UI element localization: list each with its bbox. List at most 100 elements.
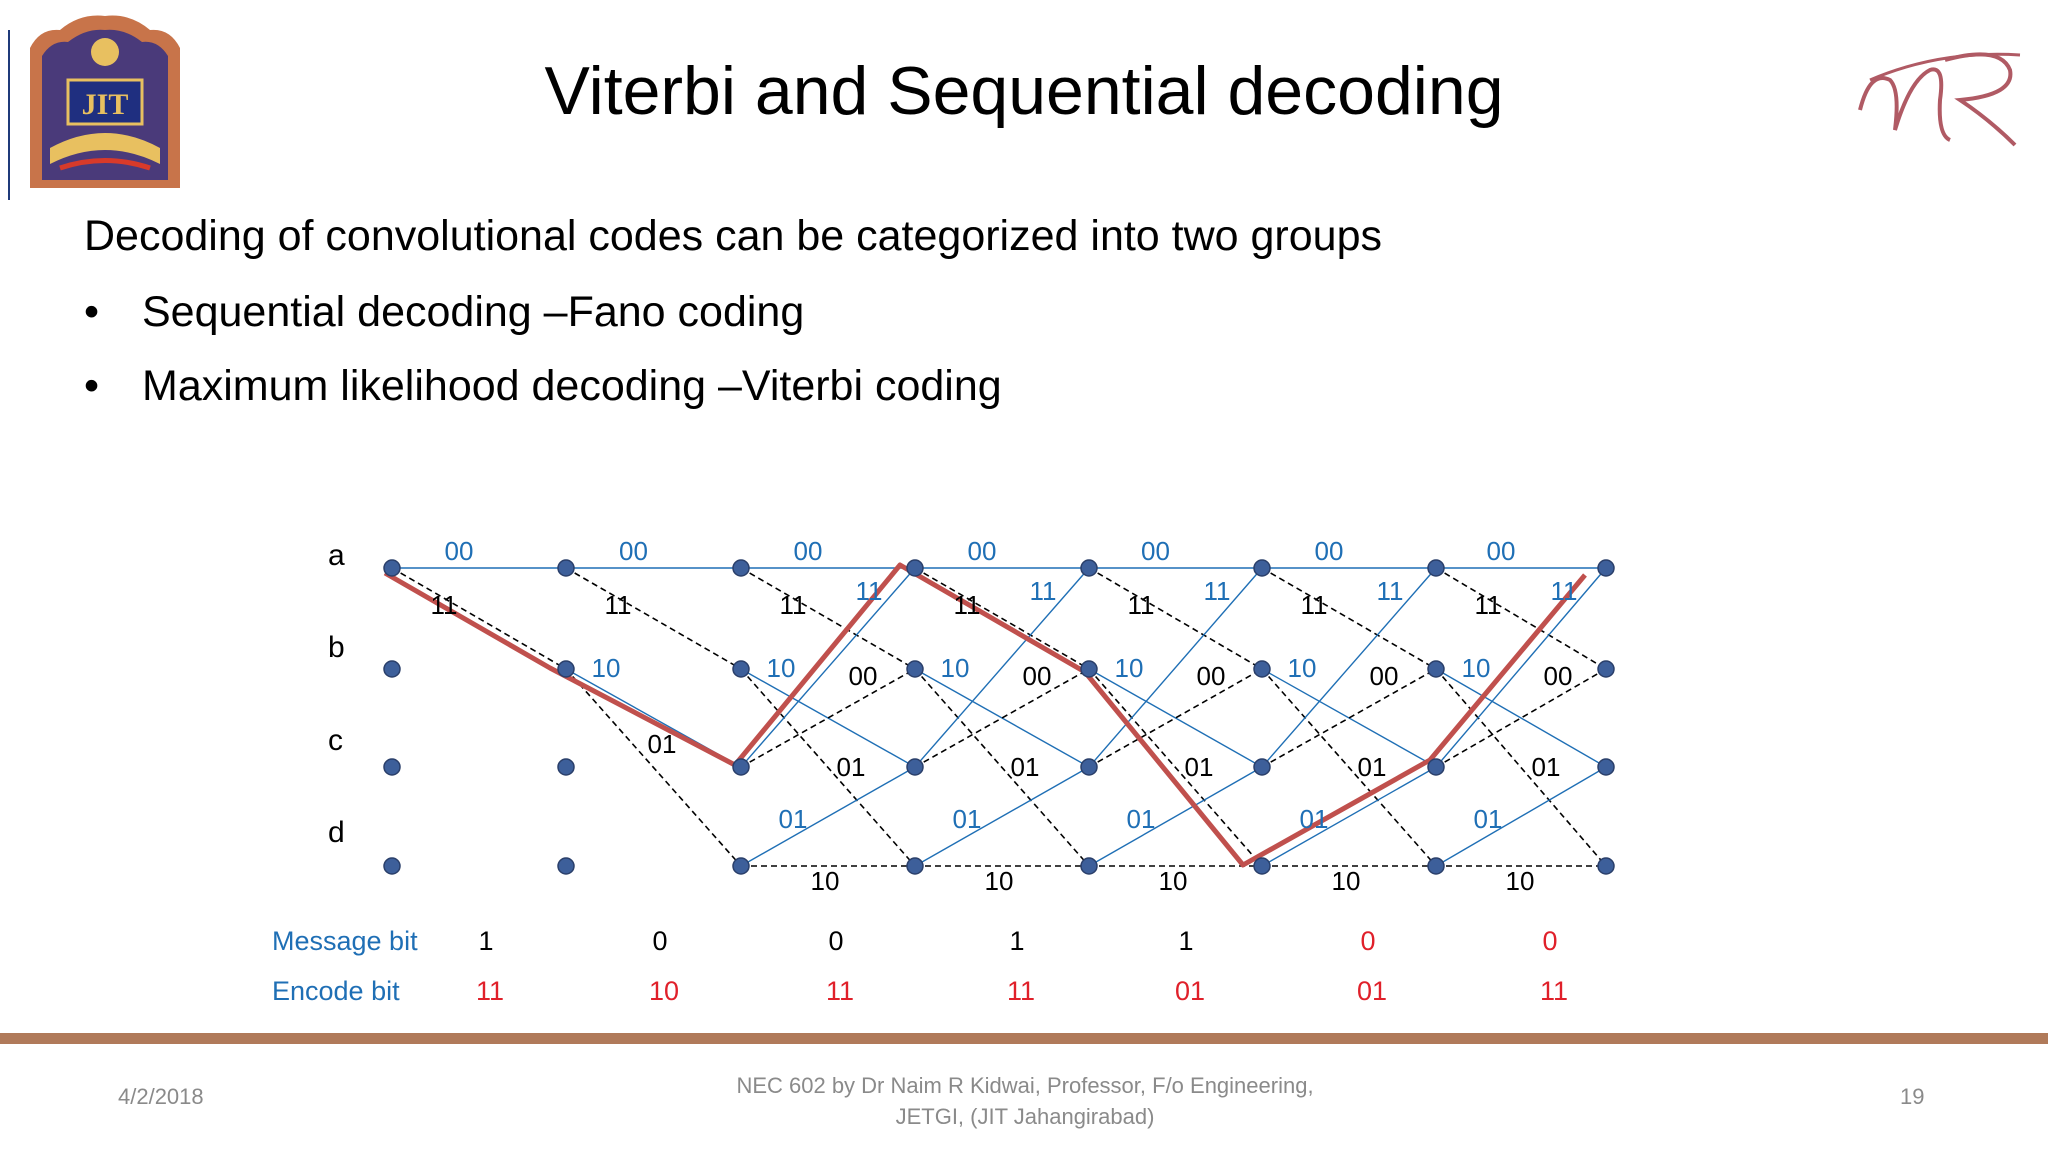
label-d-d: 10 — [985, 866, 1014, 896]
label-b-c: 10 — [941, 653, 970, 683]
branch-b-d — [565, 668, 742, 867]
message-bit-value: 0 — [1542, 926, 1557, 956]
branch-a-b — [1088, 567, 1263, 670]
label-d-c-cross: 01 — [1185, 752, 1214, 782]
encode-bit-value: 11 — [476, 976, 504, 1006]
label-d-d: 10 — [1332, 866, 1361, 896]
encode-bit-value: 01 — [1175, 976, 1205, 1006]
label-c-b: 00 — [1544, 661, 1573, 691]
trellis-node — [906, 857, 924, 875]
state-label-d: d — [328, 816, 345, 849]
trellis-node — [732, 660, 750, 678]
svg-text:JIT: JIT — [82, 88, 129, 121]
branch-d-c — [1261, 766, 1437, 867]
message-bit-value: 1 — [478, 926, 493, 956]
trellis-node — [1427, 660, 1445, 678]
intro-text: Decoding of convolutional codes can be c… — [84, 212, 1382, 260]
footer-divider — [0, 1033, 2048, 1044]
branch-b-d — [740, 668, 916, 867]
trellis-node — [1597, 660, 1615, 678]
branch-d-c — [1088, 766, 1263, 867]
bullet-viterbi: Maximum likelihood decoding –Viterbi cod… — [84, 362, 1002, 436]
trellis-node — [1427, 758, 1445, 776]
footer-credit-line2: JETGI, (JIT Jahangirabad) — [895, 1104, 1155, 1129]
trellis-nodes — [383, 559, 1615, 875]
footer-credit-line1: NEC 602 by Dr Naim R Kidwai, Professor, … — [736, 1073, 1314, 1098]
branch-d-c — [740, 766, 916, 867]
branch-b-d — [1435, 668, 1607, 867]
label-d-c: 01 — [1300, 804, 1329, 834]
label-b-c: 10 — [1288, 653, 1317, 683]
trellis-node — [1080, 857, 1098, 875]
nr-signature-logo: NR — [1858, 52, 2021, 147]
branch-c-b — [1261, 668, 1437, 768]
state-label-c: c — [328, 724, 343, 757]
trellis-node — [1253, 660, 1271, 678]
label-a-a: 00 — [619, 536, 648, 566]
encode-bit-value: 11 — [826, 976, 854, 1006]
survivor-path — [383, 562, 1587, 868]
branch-c-b — [1435, 668, 1607, 768]
trellis-node — [1253, 857, 1271, 875]
branch-c-a — [1088, 567, 1263, 768]
label-d-c-cross: 01 — [1358, 752, 1387, 782]
branch-a-b — [1261, 567, 1437, 670]
trellis-branches — [391, 567, 1607, 867]
branch-c-a — [1435, 567, 1607, 768]
trellis-node — [1080, 758, 1098, 776]
label-d-d: 10 — [811, 866, 840, 896]
label-a-b: 11 — [1301, 590, 1328, 620]
trellis-node — [1253, 758, 1271, 776]
branch-d-c — [1435, 766, 1607, 867]
branch-b-c — [1088, 668, 1263, 768]
branch-a-b — [391, 567, 567, 670]
label-d-c-cross: 01 — [1532, 752, 1561, 782]
trellis-node — [557, 660, 575, 678]
label-c-b: 00 — [1197, 661, 1226, 691]
left-edge-line — [8, 30, 10, 200]
label-a-b: 11 — [605, 590, 632, 620]
message-bit-value: 1 — [1178, 926, 1193, 956]
encode-bit-label: Encode bit — [272, 976, 400, 1006]
label-c-a: 11 — [856, 576, 883, 606]
branch-d-c — [914, 766, 1090, 867]
label-c-a: 11 — [1030, 576, 1057, 606]
trellis-node — [1597, 559, 1615, 577]
branch-c-a — [740, 567, 916, 768]
trellis-node — [383, 758, 401, 776]
jit-logo: JIT — [30, 15, 180, 188]
branch-b-c — [740, 668, 916, 768]
footer-credit: NEC 602 by Dr Naim R Kidwai, Professor, … — [700, 1070, 1350, 1132]
label-b-c: 10 — [1115, 653, 1144, 683]
message-bit-value: 0 — [1360, 926, 1375, 956]
label-c-a: 11 — [1377, 576, 1404, 606]
state-label-a: a — [328, 539, 345, 572]
trellis-node — [906, 660, 924, 678]
label-a-b: 11 — [1128, 590, 1155, 620]
label-a-a: 00 — [794, 536, 823, 566]
trellis-node — [1427, 857, 1445, 875]
message-bit-label: Message bit — [272, 926, 418, 956]
label-d-c-cross: 01 — [837, 752, 866, 782]
trellis-node — [906, 559, 924, 577]
branch-c-b — [1088, 668, 1263, 768]
label-a-b: 11 — [1475, 590, 1502, 620]
label-a-a: 00 — [1487, 536, 1516, 566]
label-a-b: 11 — [780, 590, 807, 620]
trellis-labels: 00 00 00 00 00 00 00 11 11 11 11 11 11 11 11 11 11 11 11 10… — [431, 536, 1578, 896]
label-a-a: 00 — [1141, 536, 1170, 566]
label-b-d: 01 — [648, 729, 677, 759]
branch-a-b — [565, 567, 742, 670]
label-c-b: 00 — [849, 661, 878, 691]
label-c-b: 00 — [1370, 661, 1399, 691]
branch-b-c — [914, 668, 1090, 768]
trellis-node — [383, 660, 401, 678]
branch-a-b — [1435, 567, 1607, 670]
trellis-node — [1080, 559, 1098, 577]
trellis-node — [383, 857, 401, 875]
branch-b-d — [1261, 668, 1437, 867]
footer-date: 4/2/2018 — [118, 1084, 204, 1109]
label-a-a: 00 — [445, 536, 474, 566]
label-a-a: 00 — [1315, 536, 1344, 566]
